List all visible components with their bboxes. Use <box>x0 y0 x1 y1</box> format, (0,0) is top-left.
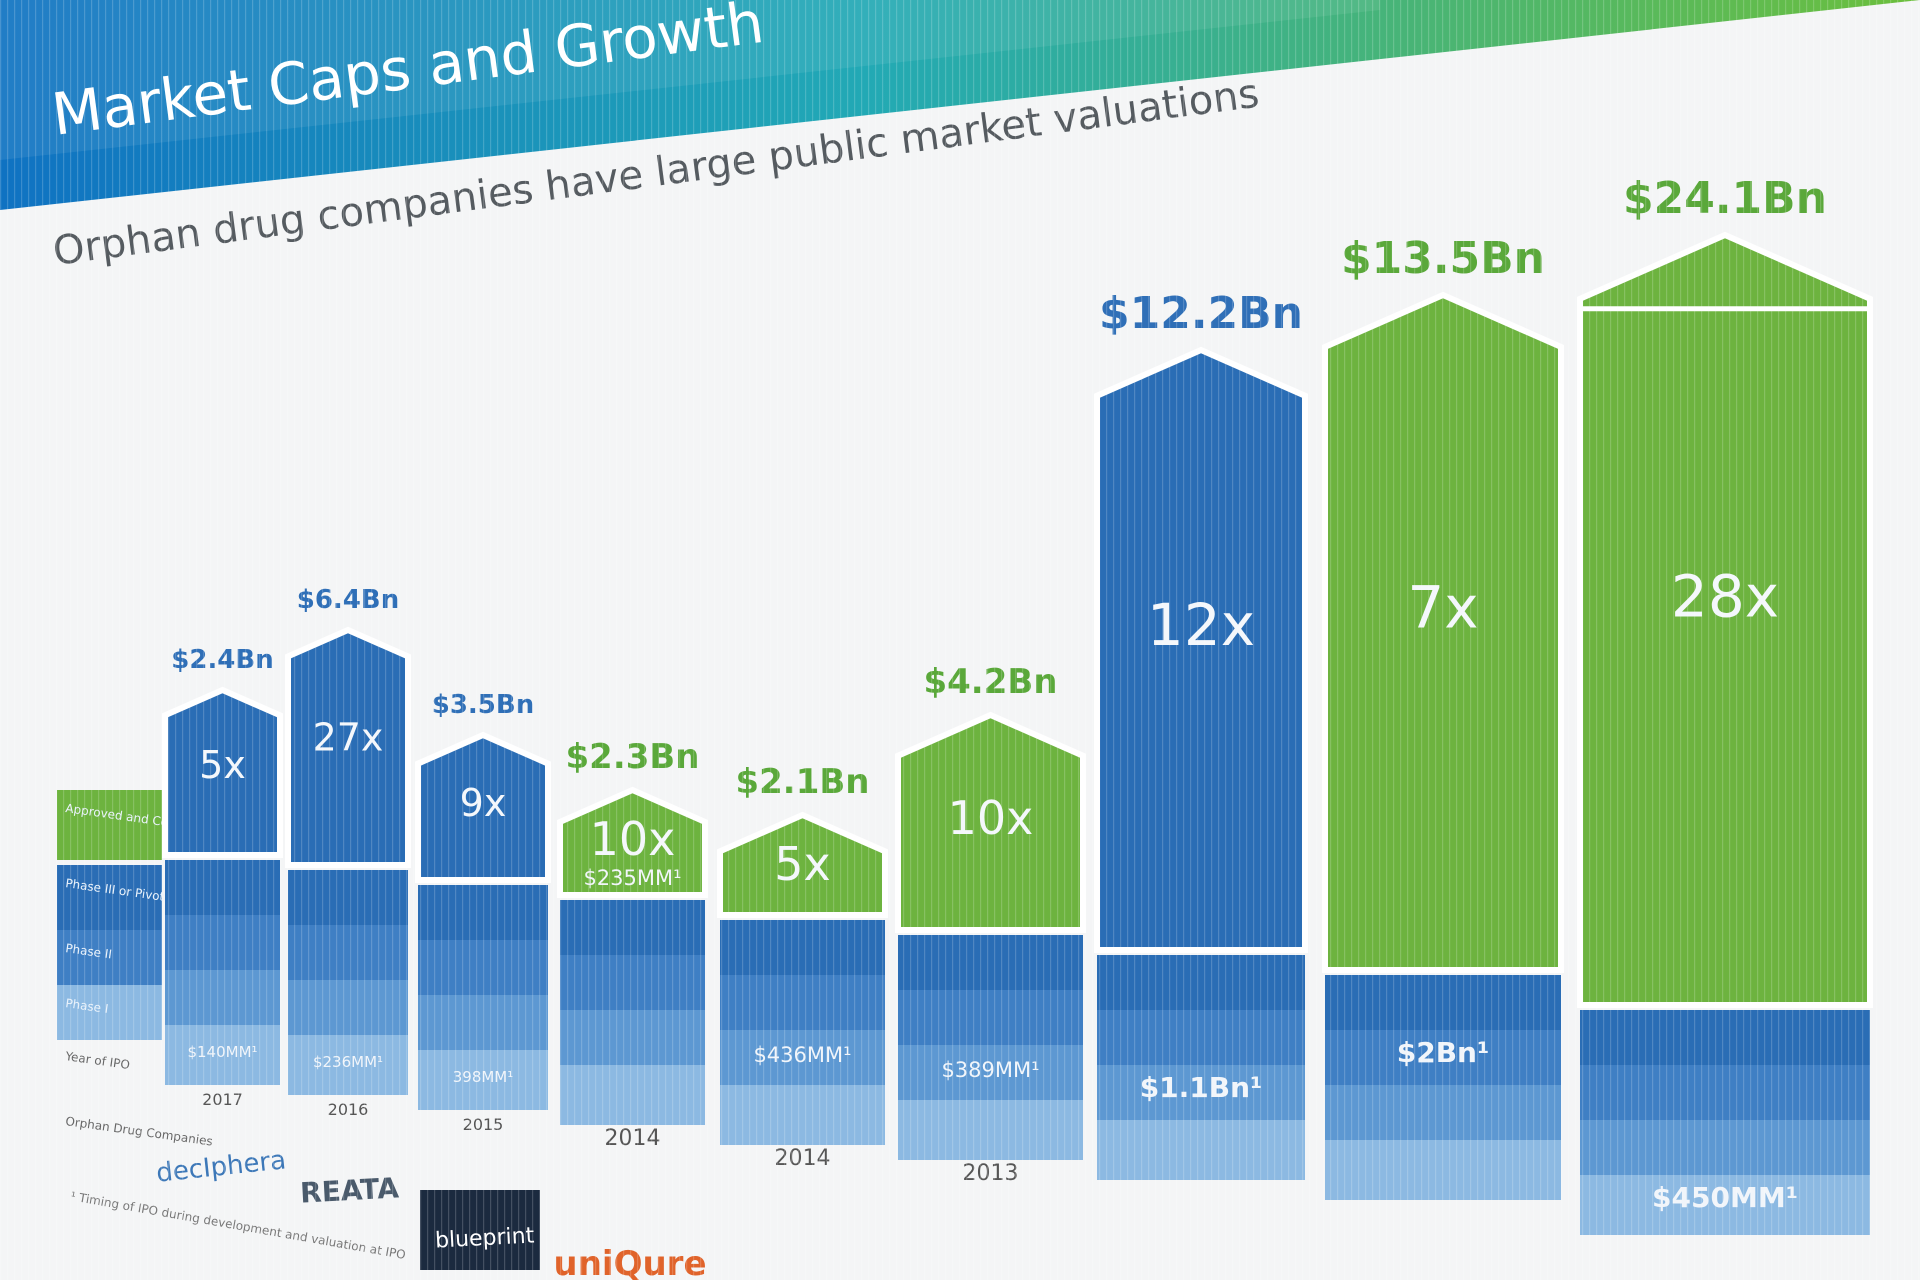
screen-texture <box>0 0 1920 1280</box>
slide: Market Caps and GrowthOrphan drug compan… <box>0 0 1920 1280</box>
market-cap-chart: Market Caps and GrowthOrphan drug compan… <box>0 0 1920 1280</box>
